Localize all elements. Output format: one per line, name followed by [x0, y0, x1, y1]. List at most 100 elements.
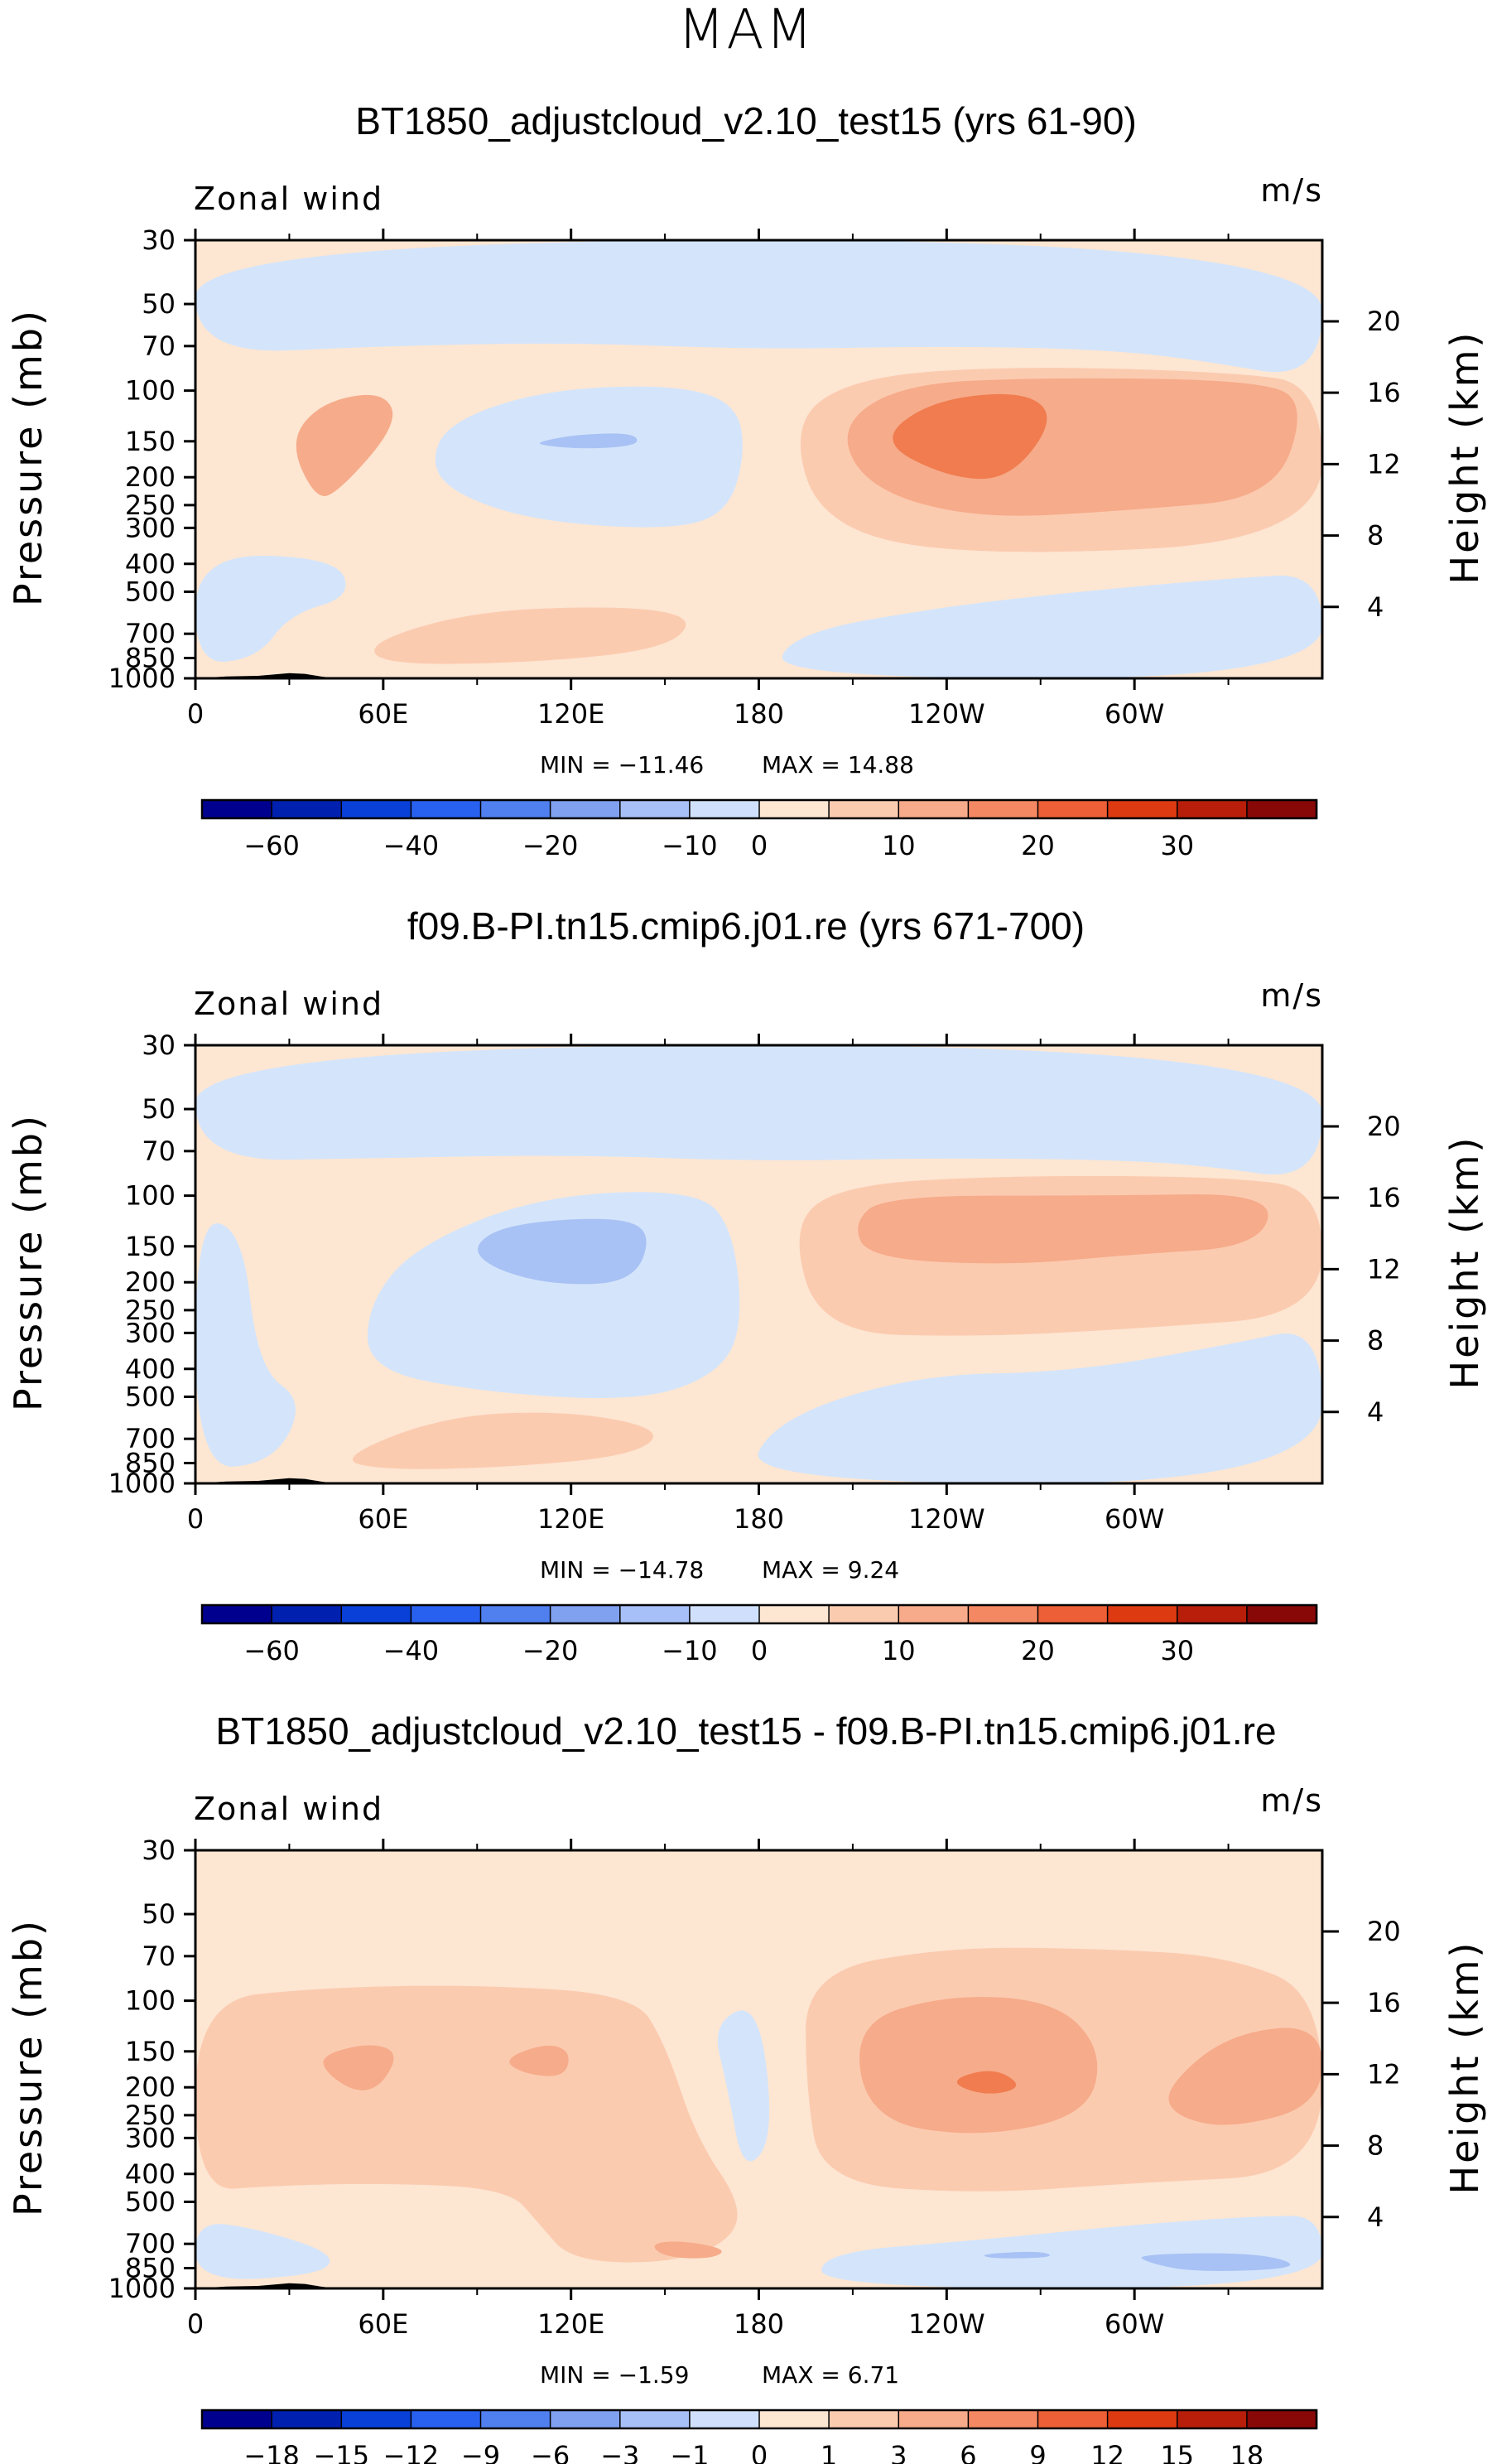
y-tick-label: 200	[125, 2071, 176, 2103]
colorbar-swatch	[619, 1604, 691, 1624]
y-tick-label: 200	[125, 461, 176, 493]
colorbar-swatch	[967, 799, 1039, 819]
panel-title: f09.B-PI.tn15.cmip6.j01.re (yrs 671-700)	[407, 904, 1085, 948]
height-tick-label: 4	[1367, 1396, 1384, 1428]
contour-region-2	[323, 2045, 394, 2090]
colorbar-swatch	[758, 1604, 830, 1624]
colorbar-label: −1	[670, 2440, 709, 2464]
x-tick-label: 120E	[537, 1503, 604, 1535]
contour-region-1	[195, 240, 1322, 373]
x-tick-label: 180	[734, 2308, 784, 2340]
height-tick-label: 12	[1367, 448, 1401, 480]
colorbar-label: 9	[1029, 2440, 1046, 2464]
colorbar-swatch	[758, 799, 830, 819]
x-tick-label: 60E	[358, 698, 408, 730]
colorbar-label: −60	[243, 1635, 300, 1666]
units-label: m/s	[1260, 1782, 1323, 1819]
contour-region-13	[1141, 2253, 1291, 2271]
y-tick-label: 1000	[108, 2273, 176, 2304]
colorbar-swatch	[689, 799, 761, 819]
colorbar-label: 0	[751, 2440, 768, 2464]
y-tick-label: 150	[125, 2036, 176, 2067]
y-tick-label: 70	[142, 1941, 176, 1972]
y-tick-label: 70	[142, 330, 176, 362]
x-tick-label: 0	[187, 1503, 204, 1535]
height-tick-label: 20	[1367, 1916, 1401, 1947]
colorbar-label: 30	[1160, 1635, 1194, 1666]
colorbar-swatch	[689, 1604, 761, 1624]
contour-region-1	[195, 1045, 1322, 1175]
y-tick-label: 400	[125, 1353, 176, 1385]
colorbar-swatch	[898, 799, 970, 819]
colorbar-label: 1	[821, 2440, 837, 2464]
colorbar-label: 6	[960, 2440, 976, 2464]
figure-title: MAM	[677, 0, 814, 61]
colorbar: −60 −40 −20 −10 0 10 20 30	[200, 1603, 1318, 1666]
colorbar-swatch	[410, 2409, 482, 2429]
contour-region-2	[367, 1192, 740, 1399]
colorbar-frame	[200, 1603, 1318, 1625]
colorbar-swatch	[340, 799, 412, 819]
y-tick-label: 150	[125, 1231, 176, 1262]
contour-region-3	[509, 2045, 569, 2076]
contour-region-10	[195, 2224, 330, 2279]
colorbar-label: −18	[243, 2440, 300, 2464]
colorbar-label: −40	[383, 1635, 440, 1666]
min-label: MIN = −1.59	[540, 2361, 689, 2389]
colorbar-label: −40	[383, 830, 440, 861]
max-label: MAX = 6.71	[762, 2361, 899, 2389]
height-tick-label: 16	[1367, 377, 1401, 408]
panel-1: BT1850_adjustcloud_v2.10_test15 (yrs 61-…	[6, 99, 1487, 861]
colorbar-label: 15	[1160, 2440, 1194, 2464]
colorbar-swatch	[1106, 1604, 1178, 1624]
colorbar-swatch	[967, 1604, 1039, 1624]
y-tick-label: 400	[125, 2158, 176, 2190]
colorbar-label: −15	[314, 2440, 370, 2464]
x-tick-label: 120W	[908, 2308, 985, 2340]
panel-2: f09.B-PI.tn15.cmip6.j01.re (yrs 671-700)…	[6, 904, 1487, 1666]
variable-label: Zonal wind	[194, 1791, 383, 1827]
colorbar-swatch	[479, 799, 551, 819]
y-tick-label: 700	[125, 1423, 176, 1454]
height-tick-label: 8	[1367, 1325, 1384, 1357]
y-tick-label: 30	[142, 1029, 176, 1061]
panel-title: BT1850_adjustcloud_v2.10_test15 - f09.B-…	[215, 1709, 1276, 1753]
y-tick-label: 500	[125, 576, 176, 607]
y-tick-label: 700	[125, 618, 176, 649]
y-axis-label-right: Height (km)	[1442, 330, 1487, 584]
y-tick-label: 1000	[108, 663, 176, 694]
colorbar-label: −9	[461, 2440, 500, 2464]
height-tick-label: 12	[1367, 1253, 1401, 1285]
contour-region-2	[435, 386, 743, 528]
colorbar-swatch	[619, 799, 691, 819]
colorbar-swatch	[201, 799, 273, 819]
y-tick-label: 30	[142, 1835, 176, 1866]
colorbar-swatch	[340, 2409, 412, 2429]
colorbar-label: −3	[600, 2440, 639, 2464]
height-tick-label: 8	[1367, 520, 1384, 552]
colorbar: −18 −15 −12 −9 −6 −3 −1 0 1 3 6 9 12 15 18	[200, 2409, 1318, 2464]
x-tick-label: 60W	[1105, 1503, 1164, 1535]
contour-region-7	[374, 607, 686, 664]
x-tick-label: 60E	[358, 1503, 408, 1535]
y-tick-label: 850	[125, 2252, 176, 2283]
height-tick-label: 16	[1367, 1987, 1401, 2018]
colorbar-label: 3	[890, 2440, 907, 2464]
x-tick-label: 120E	[537, 2308, 604, 2340]
contour-region-4	[195, 1222, 296, 1467]
units-label: m/s	[1260, 172, 1323, 209]
colorbar-label: −20	[522, 830, 579, 861]
y-tick-label: 300	[125, 1317, 176, 1348]
x-tick-label: 0	[187, 2308, 204, 2340]
y-tick-label: 500	[125, 1381, 176, 1412]
x-tick-label: 60W	[1105, 2308, 1164, 2340]
colorbar-label: −20	[522, 1635, 579, 1666]
colorbar-label: −10	[662, 1635, 718, 1666]
colorbar-swatch	[549, 799, 621, 819]
contour-region-12	[984, 2251, 1051, 2259]
contour-region-10	[893, 393, 1047, 480]
x-tick-label: 60E	[358, 2308, 408, 2340]
colorbar-swatch	[271, 2409, 343, 2429]
